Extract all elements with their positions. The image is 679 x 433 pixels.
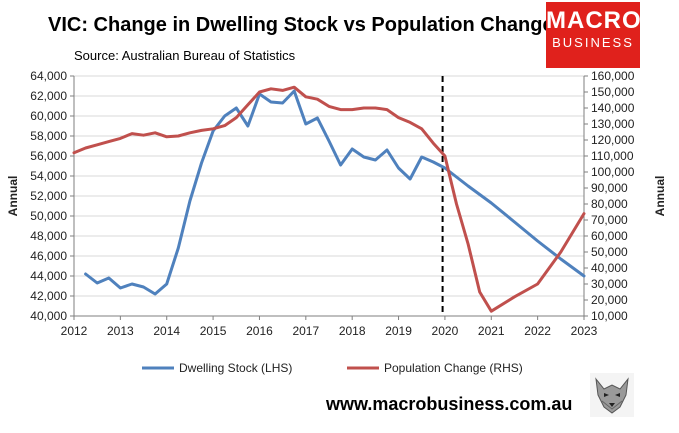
y-left-tick-label: 60,000 — [30, 109, 67, 123]
left-axis-title: Annual — [6, 176, 20, 217]
x-tick-label: 2021 — [478, 324, 505, 338]
logo-line-2: BUSINESS — [552, 35, 634, 50]
y-left-tick-label: 64,000 — [30, 69, 67, 83]
x-axis: 2012 2013 2014 2015 2016 2017 2018 2019 2020 2021… — [61, 316, 598, 338]
y-left-tick-label: 58,000 — [30, 129, 67, 143]
y-right-tick-label: 100,000 — [591, 165, 635, 179]
x-tick-label: 2014 — [153, 324, 180, 338]
x-tick-label: 2022 — [524, 324, 551, 338]
population-change-line — [72, 85, 586, 313]
y-left-tick-label: 46,000 — [30, 249, 67, 263]
y-right-tick-label: 30,000 — [591, 277, 628, 291]
y-right-tick-label: 60,000 — [591, 229, 628, 243]
y-left-tick-label: 50,000 — [30, 209, 67, 223]
source-note: Source: Australian Bureau of Statistics — [74, 48, 296, 63]
logo-line-1: MACRO — [546, 7, 642, 34]
y-right-tick-label: 110,000 — [591, 149, 634, 163]
chart-title: VIC: Change in Dwelling Stock vs Populat… — [48, 14, 554, 36]
x-tick-label: 2015 — [200, 324, 227, 338]
y-right-tick-label: 80,000 — [591, 197, 628, 211]
wolf-mascot-icon — [590, 373, 634, 417]
y-right-tick-label: 10,000 — [591, 309, 628, 323]
y-right-tick-label: 20,000 — [591, 293, 628, 307]
y-left-tick-label: 56,000 — [30, 149, 67, 163]
left-y-axis: 40,000 42,000 44,000 46,000 48,000 50,000 52,0… — [30, 69, 74, 323]
y-right-tick-label: 50,000 — [591, 245, 628, 259]
legend-label-population: Population Change (RHS) — [384, 361, 523, 375]
y-right-tick-label: 120,000 — [591, 133, 635, 147]
x-tick-label: 2019 — [385, 324, 412, 338]
right-y-axis: 10,000 20,000 30,000 40,000 50,000 60,000 70,0… — [584, 69, 635, 323]
x-tick-label: 2017 — [292, 324, 319, 338]
x-tick-label: 2012 — [61, 324, 88, 338]
macrobusiness-logo[interactable]: MACRO BUSINESS — [546, 2, 642, 68]
x-tick-label: 2018 — [339, 324, 366, 338]
right-axis-title: Annual — [653, 176, 667, 217]
y-left-tick-label: 42,000 — [30, 289, 67, 303]
y-right-tick-label: 40,000 — [591, 261, 628, 275]
y-left-tick-label: 40,000 — [30, 309, 67, 323]
y-right-tick-label: 70,000 — [591, 213, 628, 227]
y-left-tick-label: 48,000 — [30, 229, 67, 243]
website-link[interactable]: www.macrobusiness.com.au — [326, 394, 573, 414]
y-left-tick-label: 52,000 — [30, 189, 67, 203]
y-right-tick-label: 130,000 — [591, 117, 635, 131]
legend: Dwelling Stock (LHS) Population Change (… — [142, 361, 523, 375]
y-right-tick-label: 150,000 — [591, 85, 635, 99]
y-left-tick-label: 54,000 — [30, 169, 67, 183]
x-tick-label: 2023 — [571, 324, 598, 338]
y-right-tick-label: 160,000 — [591, 69, 635, 83]
dwelling-stock-line — [84, 89, 586, 296]
series-group — [72, 85, 586, 313]
legend-label-dwelling: Dwelling Stock (LHS) — [179, 361, 292, 375]
y-left-tick-label: 44,000 — [30, 269, 67, 283]
x-tick-label: 2016 — [246, 324, 273, 338]
y-right-tick-label: 140,000 — [591, 101, 635, 115]
x-tick-label: 2020 — [432, 324, 459, 338]
x-tick-label: 2013 — [107, 324, 134, 338]
y-right-tick-label: 90,000 — [591, 181, 628, 195]
gridlines — [74, 75, 584, 297]
y-left-tick-label: 62,000 — [30, 89, 67, 103]
